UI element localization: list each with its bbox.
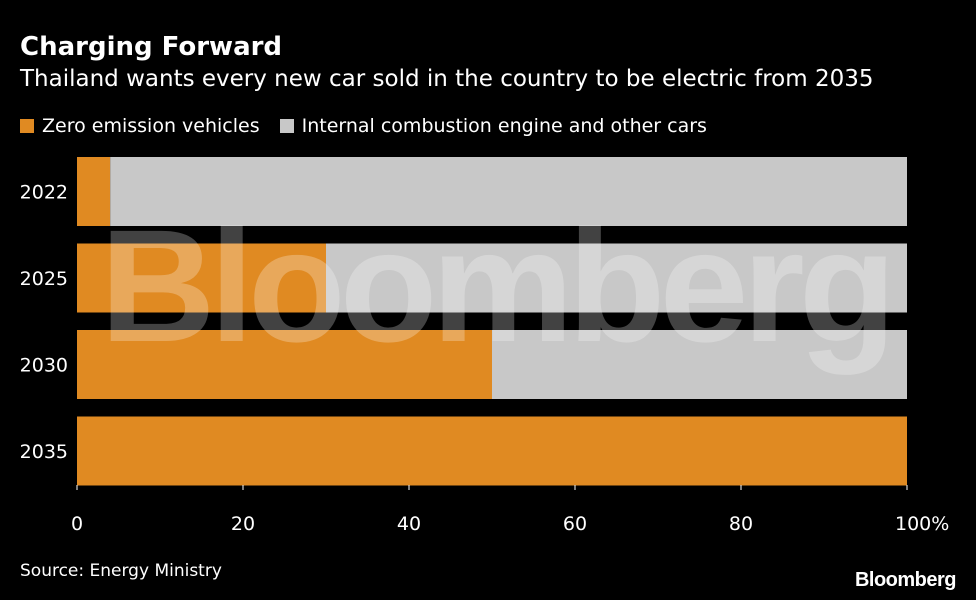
x-tick-label-40: 40 (397, 513, 421, 535)
legend: Zero emission vehicles Internal combusti… (20, 113, 727, 139)
x-tick-label-20: 20 (231, 513, 255, 535)
source-note: Source: Energy Ministry (20, 561, 222, 581)
y-tick-label-2030: 2030 (20, 355, 68, 377)
chart-subtitle: Thailand wants every new car sold in the… (20, 66, 874, 92)
legend-item-ice: Internal combustion engine and other car… (279, 113, 707, 139)
bar-2030-series-1 (492, 330, 907, 399)
bar-2025-series-1 (326, 243, 907, 313)
x-tick-label-100: 100% (895, 513, 949, 535)
legend-label-zero-emission: Zero emission vehicles (42, 115, 260, 137)
x-tick-label-0: 0 (71, 513, 83, 535)
legend-swatch-zero-emission (20, 119, 34, 133)
bar-2035-series-0 (77, 416, 907, 486)
legend-item-zero-emission: Zero emission vehicles (20, 113, 260, 139)
bar-2030-series-0 (77, 330, 492, 399)
bar-2025-series-0 (77, 243, 326, 313)
x-tick-label-60: 60 (563, 513, 587, 535)
legend-label-ice: Internal combustion engine and other car… (301, 115, 707, 137)
bar-2022-series-1 (110, 157, 907, 226)
y-tick-label-2035: 2035 (20, 441, 68, 463)
bar-2022-series-0 (77, 157, 111, 226)
bloomberg-logo: Bloomberg (854, 569, 957, 591)
legend-swatch-ice (279, 119, 294, 133)
y-tick-label-2025: 2025 (20, 268, 68, 290)
x-tick-label-80: 80 (729, 513, 753, 535)
y-tick-label-2022: 2022 (20, 182, 68, 204)
chart-title: Charging Forward (20, 32, 283, 62)
